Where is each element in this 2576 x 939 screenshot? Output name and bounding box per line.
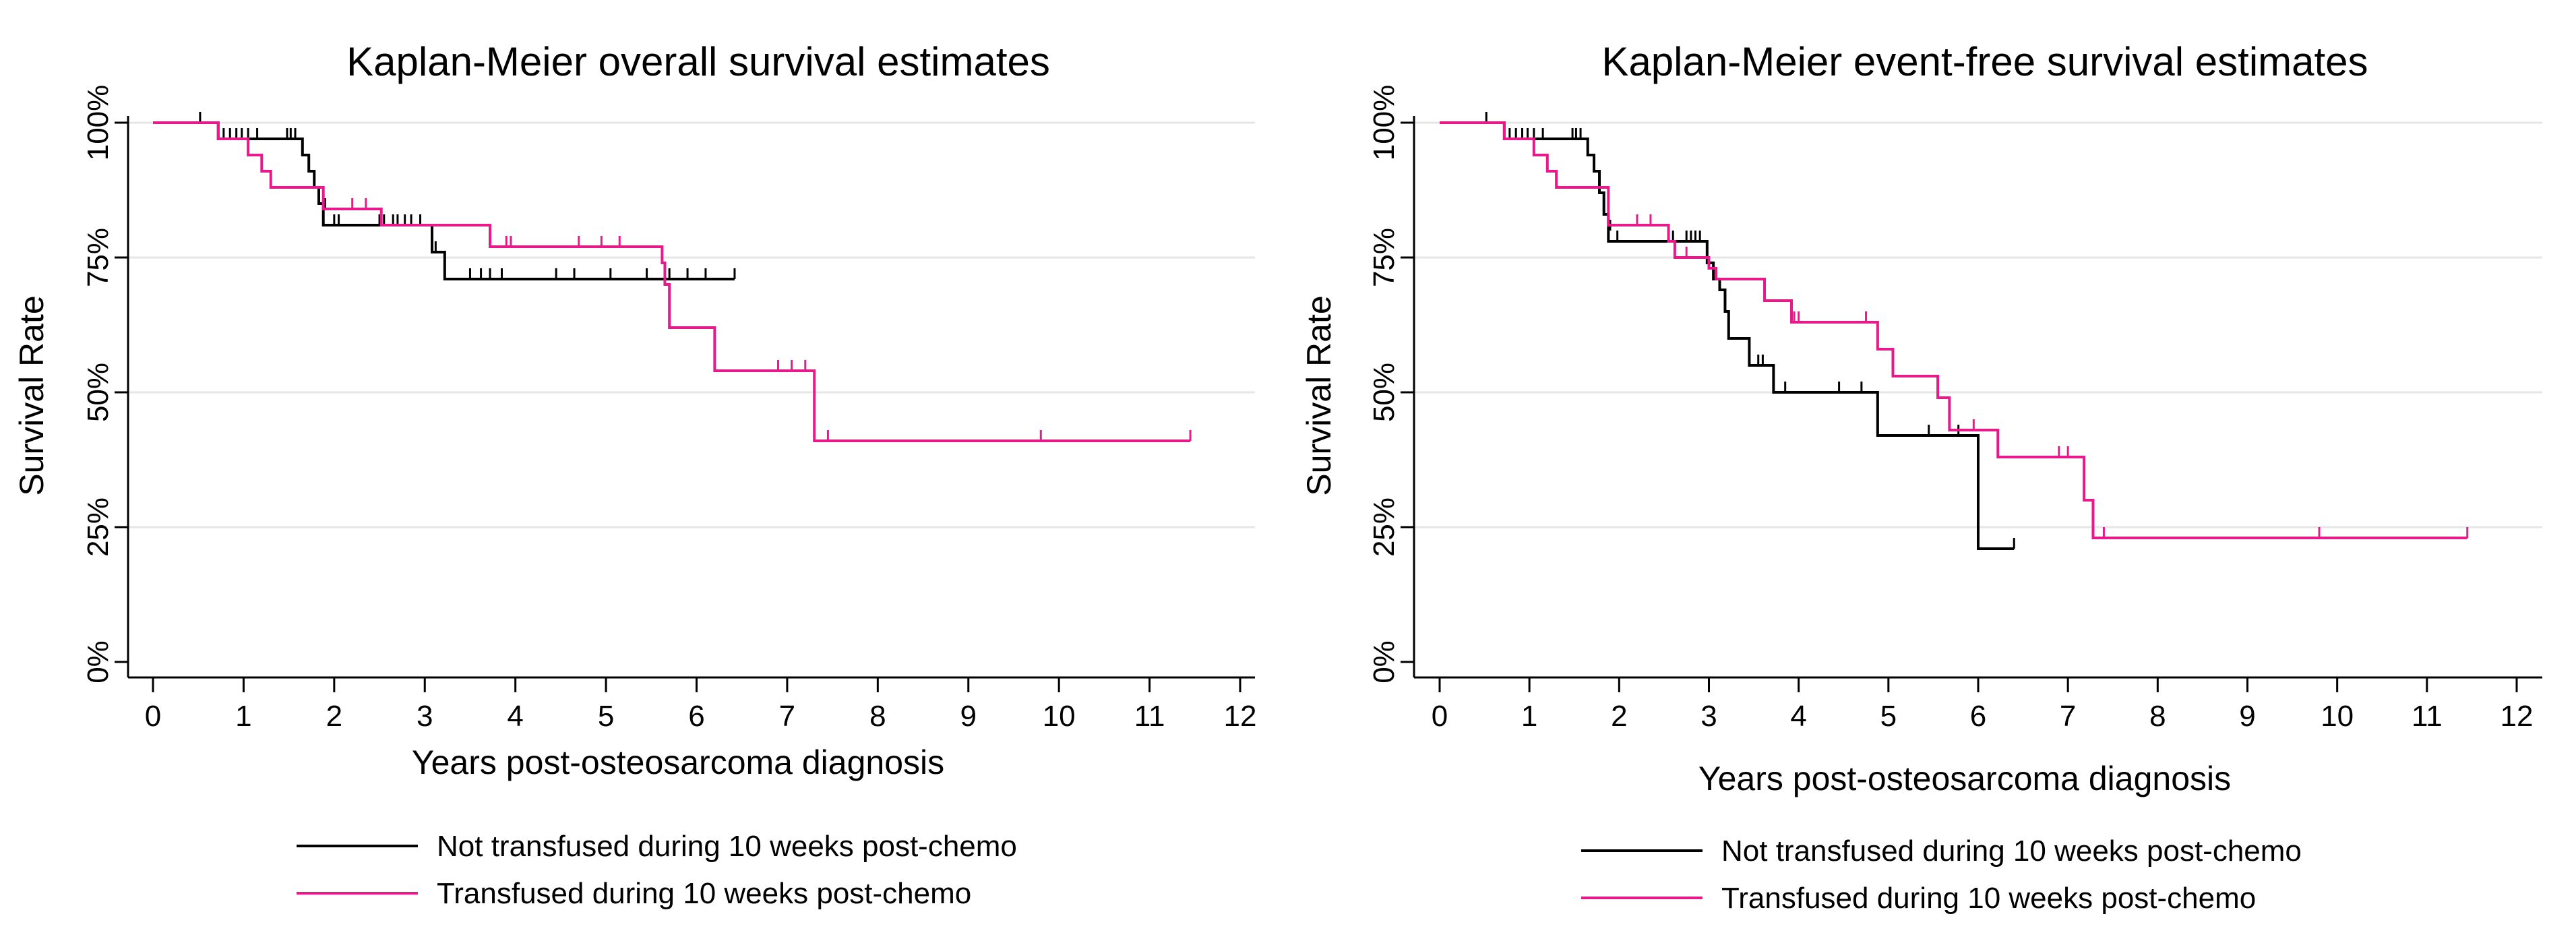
x-tick-label: 6 bbox=[688, 700, 704, 733]
x-tick-label: 2 bbox=[326, 700, 342, 733]
legend-label-1: Transfused during 10 weeks post-chemo bbox=[437, 877, 971, 910]
x-tick-label: 9 bbox=[960, 700, 977, 733]
x-axis-label: Years post-osteosarcoma diagnosis bbox=[1698, 760, 2231, 797]
y-tick-label: 50% bbox=[82, 363, 115, 422]
x-tick-label: 10 bbox=[2321, 700, 2354, 733]
x-tick-label: 1 bbox=[235, 700, 251, 733]
y-tick-label: 75% bbox=[1368, 228, 1401, 287]
x-tick-label: 8 bbox=[2149, 700, 2166, 733]
x-tick-label: 12 bbox=[1224, 700, 1257, 733]
chart-event-free-survival: 0%25%50%75%100%0 1 2 3 4 5 6 7 8 9 10 11 12Kaplan-Me… bbox=[1287, 0, 2576, 939]
x-tick-label: 5 bbox=[598, 700, 614, 733]
x-tick-label: 11 bbox=[1134, 700, 1165, 733]
x-tick-label: 1 bbox=[1521, 700, 1537, 733]
series-line-0 bbox=[1440, 121, 2015, 550]
x-tick-label: 0 bbox=[145, 700, 161, 733]
x-tick-label: 6 bbox=[1970, 700, 1986, 733]
legend-label-1: Transfused during 10 weeks post-chemo bbox=[1721, 882, 2256, 915]
x-tick-label: 5 bbox=[1880, 700, 1897, 733]
x-tick-label: 7 bbox=[2060, 700, 2076, 733]
chart-overall-survival: 0%25%50%75%100%0 1 2 3 4 5 6 7 8 9 10 11 12Kaplan-Me… bbox=[0, 0, 1287, 939]
x-tick-label: 10 bbox=[1043, 700, 1076, 733]
y-axis-label: Survival Rate bbox=[1300, 295, 1338, 495]
chart-title: Kaplan-Meier event-free survival estimat… bbox=[1601, 39, 2368, 84]
y-tick-label: 50% bbox=[1368, 363, 1401, 422]
legend-label-0: Not transfused during 10 weeks post-chem… bbox=[437, 830, 1017, 863]
x-tick-label: 3 bbox=[417, 700, 433, 733]
series-line-0 bbox=[153, 121, 735, 280]
legend-label-0: Not transfused during 10 weeks post-chem… bbox=[1721, 835, 2302, 868]
series-line-1 bbox=[153, 121, 1191, 442]
chart-title: Kaplan-Meier overall survival estimates bbox=[346, 39, 1050, 84]
y-tick-label: 75% bbox=[82, 228, 115, 287]
x-tick-label: 4 bbox=[1790, 700, 1806, 733]
y-tick-label: 0% bbox=[1368, 640, 1401, 684]
x-axis-label: Years post-osteosarcoma diagnosis bbox=[412, 744, 944, 781]
y-tick-label: 100% bbox=[1368, 85, 1401, 161]
x-tick-label: 12 bbox=[2501, 700, 2534, 733]
x-tick-label: 7 bbox=[779, 700, 795, 733]
x-tick-label: 11 bbox=[2412, 700, 2443, 733]
y-tick-label: 25% bbox=[1368, 497, 1401, 557]
x-tick-label: 9 bbox=[2239, 700, 2255, 733]
y-tick-label: 0% bbox=[82, 640, 115, 684]
x-tick-label: 2 bbox=[1611, 700, 1627, 733]
y-axis-label: Survival Rate bbox=[13, 295, 51, 495]
y-tick-label: 25% bbox=[82, 497, 115, 557]
x-tick-label: 4 bbox=[507, 700, 523, 733]
series-line-1 bbox=[1440, 121, 2467, 539]
y-tick-label: 100% bbox=[82, 85, 115, 161]
x-tick-label: 3 bbox=[1700, 700, 1717, 733]
x-tick-label: 0 bbox=[1432, 700, 1448, 733]
x-tick-label: 8 bbox=[869, 700, 886, 733]
